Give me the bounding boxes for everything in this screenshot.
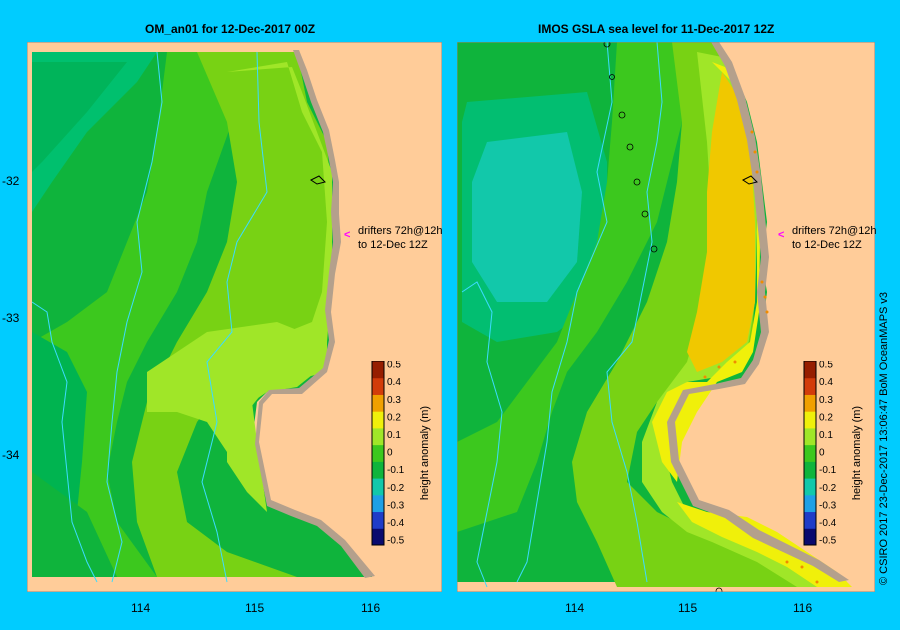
arrow-icon: < (344, 229, 351, 241)
ytick-label: -34 (2, 448, 20, 462)
island (310, 175, 326, 185)
colorbar-swatch (372, 494, 384, 513)
ocean-contour-lime (132, 52, 332, 577)
ocean-contour-yellow (652, 62, 760, 482)
island (742, 175, 758, 185)
xtick-label: 114 (131, 601, 151, 615)
colorbar-tick-label: -0.2 (819, 483, 837, 494)
drifter-track (606, 42, 663, 583)
colorbar-swatch (804, 528, 816, 546)
colorbar-tick-label: -0.5 (819, 536, 837, 547)
colorbar-tick-label: 0.2 (387, 412, 401, 423)
colorbar-label: height anomaly (m) (419, 406, 431, 500)
colorbar-swatch (372, 361, 384, 379)
colorbar-left: 0.5 0.4 0.3 0.2 0.1 0 -0.1 -0.2 -0.3 -0.4 -0.5 heig… (370, 360, 440, 556)
drifter-track (201, 51, 268, 583)
drifter-track (106, 51, 163, 583)
colorbar-swatch (372, 427, 384, 446)
colorbar-swatch (372, 411, 384, 429)
colorbar-tick-label: 0 (387, 448, 393, 459)
ocean-contour-gold (687, 72, 755, 372)
ocean-contour-teal (472, 132, 582, 302)
colorbar-swatch (804, 444, 816, 462)
colorbar-swatch (804, 461, 816, 479)
colorbar-tick-label: 0.5 (387, 361, 401, 371)
ocean-contour-low (32, 62, 127, 172)
drifter-track (516, 42, 613, 583)
colorbar-swatch (372, 377, 384, 395)
left-panel-title: OM_an01 for 12-Dec-2017 00Z (145, 22, 316, 36)
drifter-track (461, 281, 503, 588)
drifter-track (31, 301, 98, 583)
right-map (457, 42, 875, 592)
colorbar-swatch (804, 427, 816, 446)
colorbar-label: height anomaly (m) (851, 406, 863, 500)
ocean-contour-green2 (457, 42, 687, 532)
drifter-note-right: < drifters 72h@12h to 12-Dec 12Z (778, 225, 877, 251)
xtick-label: 114 (565, 601, 585, 615)
colorbar-tick-label: 0.4 (819, 377, 833, 388)
colorbar-swatch (372, 528, 384, 546)
drifter-note-left: < drifters 72h@12h to 12-Dec 12Z (344, 225, 443, 251)
colorbar-swatch (372, 444, 384, 462)
colorbar-tick-label: 0.3 (387, 395, 401, 406)
colorbar-right: 0.5 0.4 0.3 0.2 0.1 0 -0.1 -0.2 -0.3 -0.4 -0.5 heig… (802, 360, 872, 556)
colorbar-tick-label: -0.1 (819, 465, 837, 476)
colorbar-tick-label: 0.3 (819, 395, 833, 406)
colorbar-swatch (372, 511, 384, 529)
colorbar-graphic: 0.5 0.4 0.3 0.2 0.1 0 -0.1 -0.2 -0.3 -0.4 -0.5 heig… (803, 360, 863, 547)
right-panel-title: IMOS GSLA sea level for 11-Dec-2017 12Z (538, 22, 775, 36)
colorbar-swatch (804, 377, 816, 395)
ytick-label: -33 (2, 311, 20, 325)
colorbar-tick-label: 0.4 (387, 377, 401, 388)
colorbar-tick-label: -0.4 (387, 518, 405, 529)
xtick-label: 115 (245, 601, 265, 615)
colorbar-tick-label: 0.5 (819, 361, 833, 371)
left-map (27, 42, 442, 592)
ocean-contour-yellowgreen (147, 322, 327, 462)
xtick-label: 116 (793, 601, 813, 615)
colorbar-swatch (372, 394, 384, 412)
colorbar-swatch (804, 511, 816, 529)
colorbar-swatch (804, 494, 816, 513)
ocean-contour-yellow (677, 502, 852, 587)
colorbar-swatch (372, 461, 384, 479)
colorbar-swatch (804, 411, 816, 429)
colorbar-tick-label: -0.3 (819, 500, 837, 511)
colorbar-swatch (804, 394, 816, 412)
xtick-label: 115 (678, 601, 698, 615)
colorbar-swatch (804, 361, 816, 379)
colorbar-tick-label: 0.2 (819, 412, 833, 423)
colorbar-swatch (372, 478, 384, 496)
colorbar-tick-label: 0.1 (387, 430, 401, 441)
colorbar-tick-label: -0.5 (387, 536, 405, 547)
colorbar-graphic: 0.5 0.4 0.3 0.2 0.1 0 -0.1 -0.2 -0.3 -0.4 -0.5 heig… (371, 360, 431, 547)
colorbar-tick-label: -0.4 (819, 518, 837, 529)
xtick-label: 116 (361, 601, 381, 615)
colorbar-tick-label: 0 (819, 448, 825, 459)
colorbar-swatch (804, 478, 816, 496)
colorbar-tick-label: -0.2 (387, 483, 405, 494)
colorbar-tick-label: -0.3 (387, 500, 405, 511)
colorbar-tick-label: -0.1 (387, 465, 405, 476)
ytick-label: -32 (2, 174, 20, 188)
arrow-icon: < (778, 229, 785, 241)
drifter-dots (703, 130, 819, 584)
colorbar-tick-label: 0.1 (819, 430, 833, 441)
credit-text: © CSIRO 2017 23-Dec-2017 13:06:47 BoM Oc… (878, 291, 890, 585)
drifter-markers (603, 42, 723, 592)
ocean-contour-green3 (32, 332, 87, 512)
ocean-contour-green4 (32, 472, 117, 577)
